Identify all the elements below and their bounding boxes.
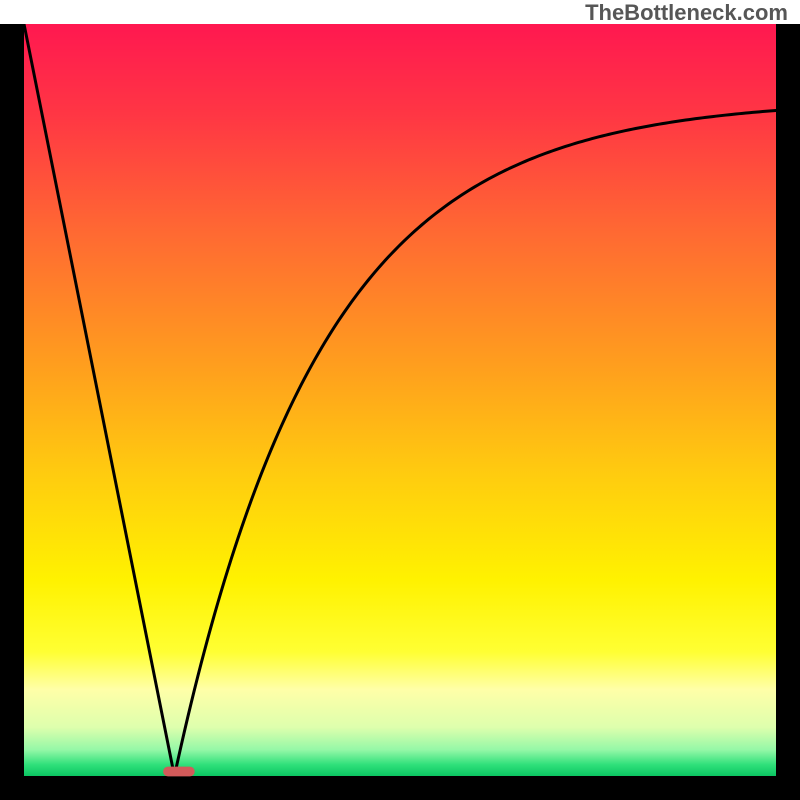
plot-background	[24, 24, 776, 776]
watermark-text: TheBottleneck.com	[585, 0, 788, 25]
optimal-marker	[163, 767, 195, 777]
bottleneck-chart: TheBottleneck.com	[0, 0, 800, 800]
chart-svg: TheBottleneck.com	[0, 0, 800, 800]
